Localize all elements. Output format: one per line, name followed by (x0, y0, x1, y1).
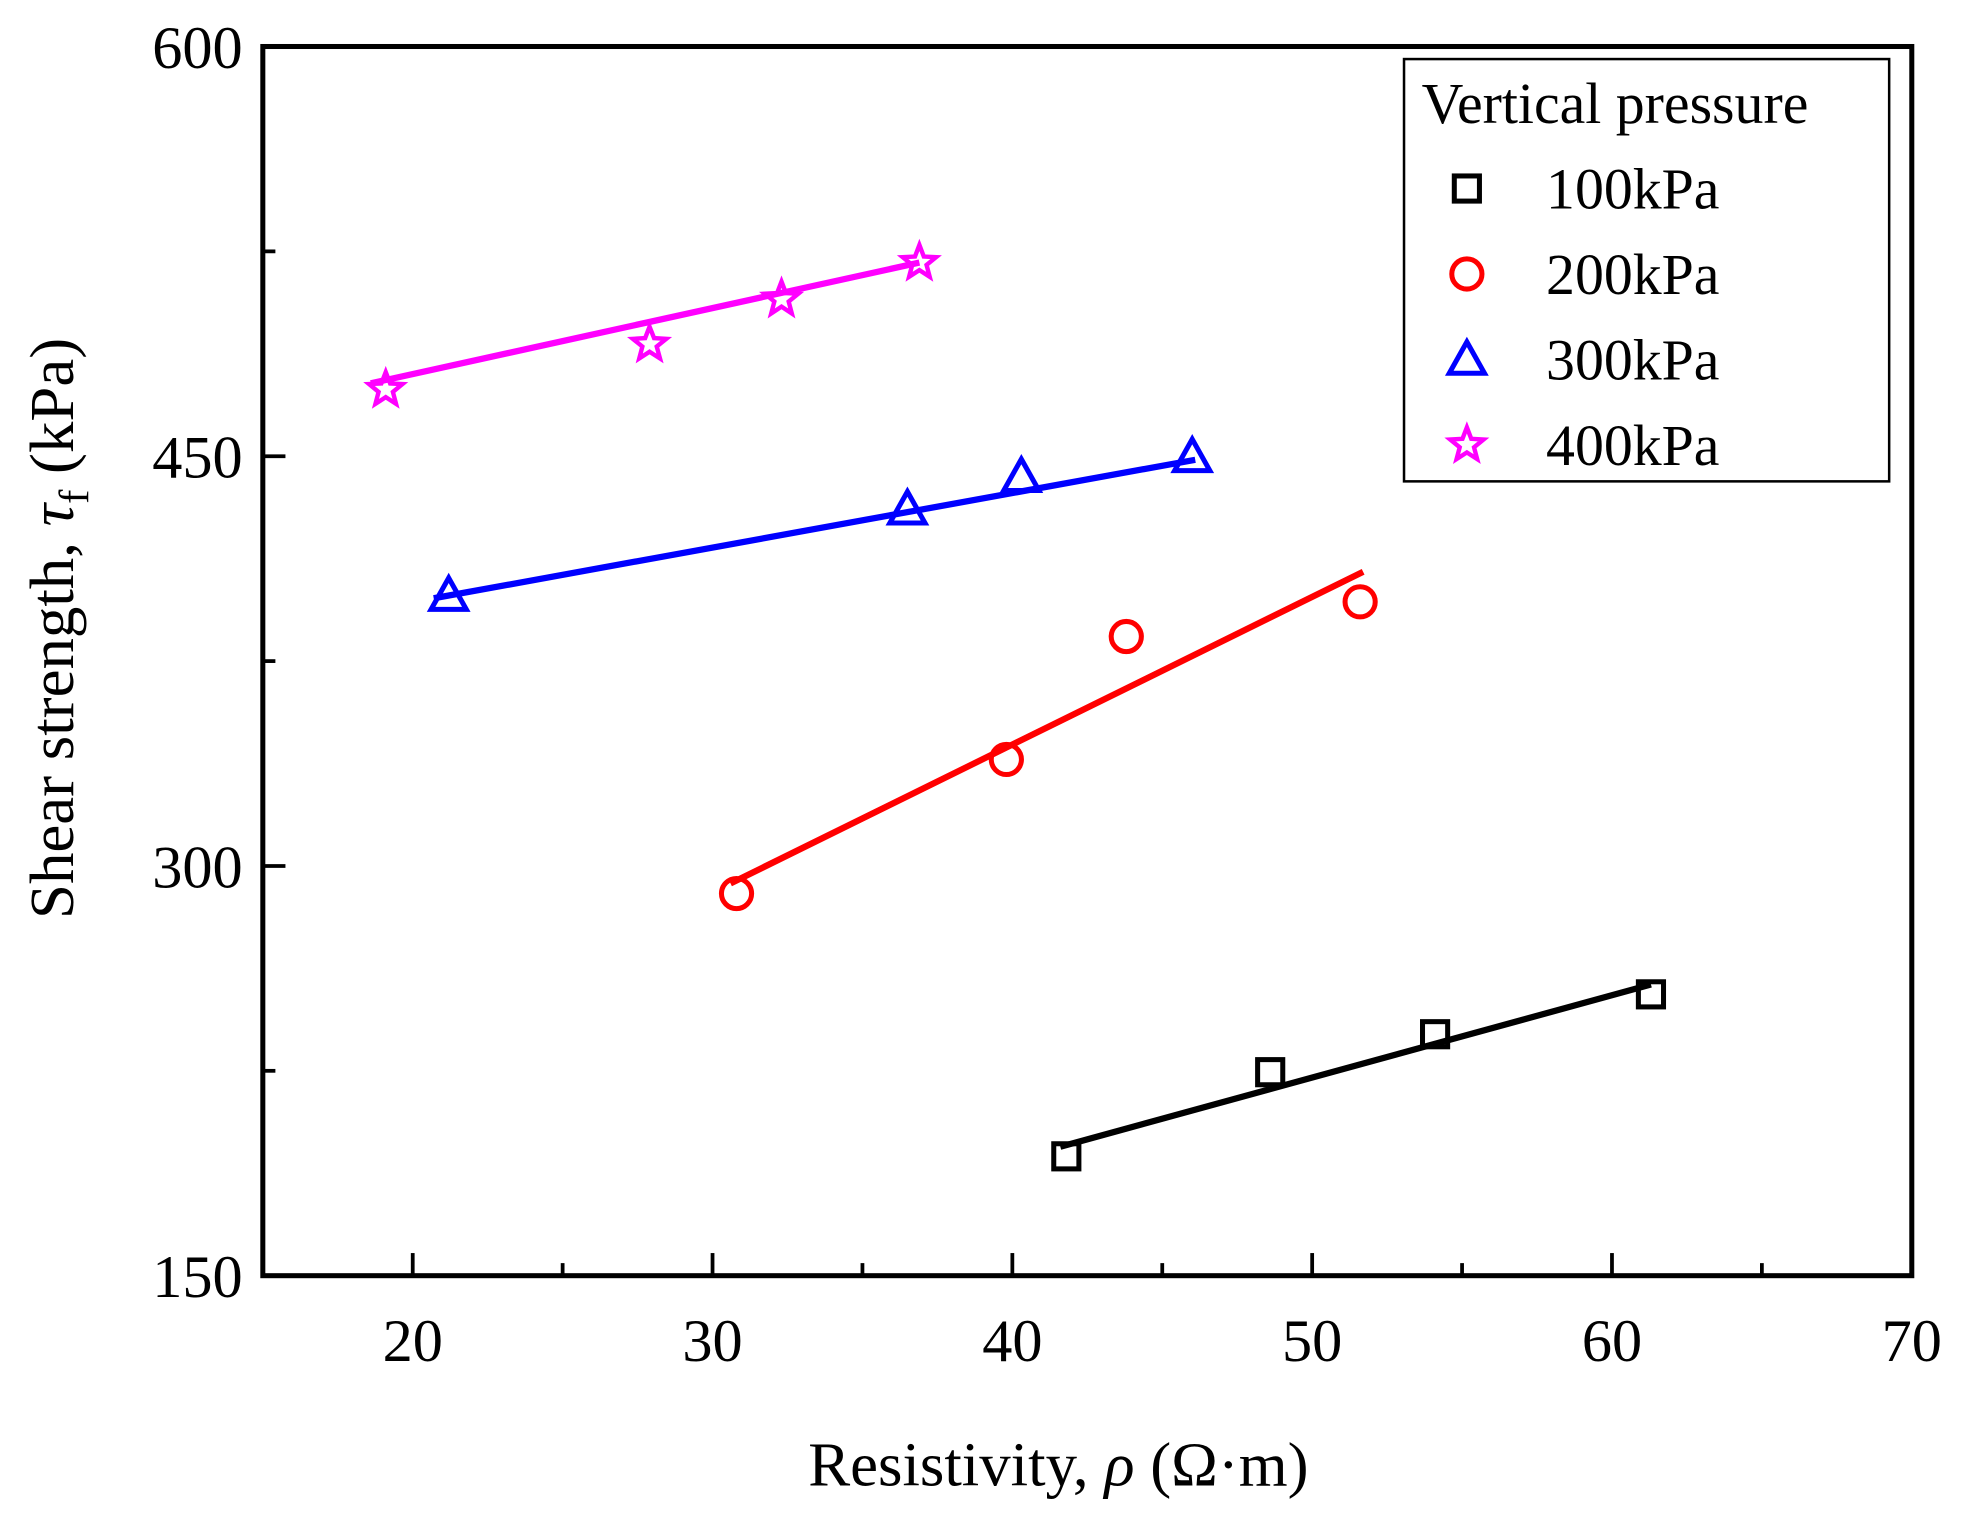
y-tick-label: 450 (152, 425, 242, 492)
y-axis-title: Shear strength, τf (kPa) (17, 338, 98, 919)
y-tick-label: 300 (152, 834, 242, 901)
data-point-200kPa (1342, 584, 1378, 620)
legend-box (1402, 57, 1891, 483)
legend-marker-star-icon (1444, 421, 1490, 465)
fit-line-400kPa (370, 259, 921, 387)
legend-label: 100kPa (1546, 157, 1719, 222)
x-tick-label: 30 (682, 1308, 742, 1375)
data-point-300kPa (426, 572, 471, 612)
data-point-100kPa (1635, 979, 1667, 1010)
data-point-400kPa (758, 275, 805, 319)
x-axis-title: Resistivity, ρ (Ω·m) (808, 1430, 1308, 1500)
legend-title: Vertical pressure (1422, 71, 1809, 136)
data-point-200kPa (988, 741, 1024, 778)
plot-frame (260, 43, 1915, 1279)
fit-line-200kPa (729, 568, 1365, 887)
data-point-400kPa (896, 238, 942, 282)
legend-marker-triangle-icon (1444, 336, 1489, 376)
legend-marker-square-icon (1451, 173, 1482, 204)
data-point-200kPa (718, 875, 755, 912)
y-tick-label: 150 (152, 1244, 242, 1311)
x-tick-label: 70 (1882, 1308, 1942, 1375)
fit-line-300kPa (433, 456, 1196, 602)
legend: Vertical pressure 100kPa 200kPa 300kPa 400k… (1402, 57, 1891, 483)
data-point-300kPa (885, 486, 930, 526)
x-tick-label: 40 (982, 1308, 1042, 1375)
x-tick-label: 50 (1282, 1308, 1342, 1375)
legend-label: 200kPa (1546, 242, 1719, 307)
data-points (363, 238, 1667, 1172)
x-tick-label: 20 (383, 1308, 443, 1375)
tick-labels: 20 30 40 50 60 70 150 300 450 600 (152, 15, 1942, 1375)
data-point-300kPa (1170, 434, 1215, 474)
data-point-100kPa (1255, 1057, 1286, 1088)
data-point-400kPa (363, 365, 409, 409)
fit-line-100kPa (1059, 981, 1652, 1150)
data-point-100kPa (1420, 1019, 1451, 1050)
legend-marker-circle-icon (1449, 256, 1485, 292)
data-point-300kPa (999, 453, 1044, 494)
data-point-200kPa (1108, 618, 1144, 655)
legend-label: 300kPa (1546, 328, 1719, 393)
fit-lines (370, 259, 1652, 1150)
legend-label: 400kPa (1546, 413, 1719, 478)
y-tick-label: 600 (152, 15, 242, 82)
data-point-400kPa (627, 320, 673, 364)
x-tick-label: 60 (1582, 1308, 1642, 1375)
data-point-100kPa (1051, 1141, 1082, 1172)
